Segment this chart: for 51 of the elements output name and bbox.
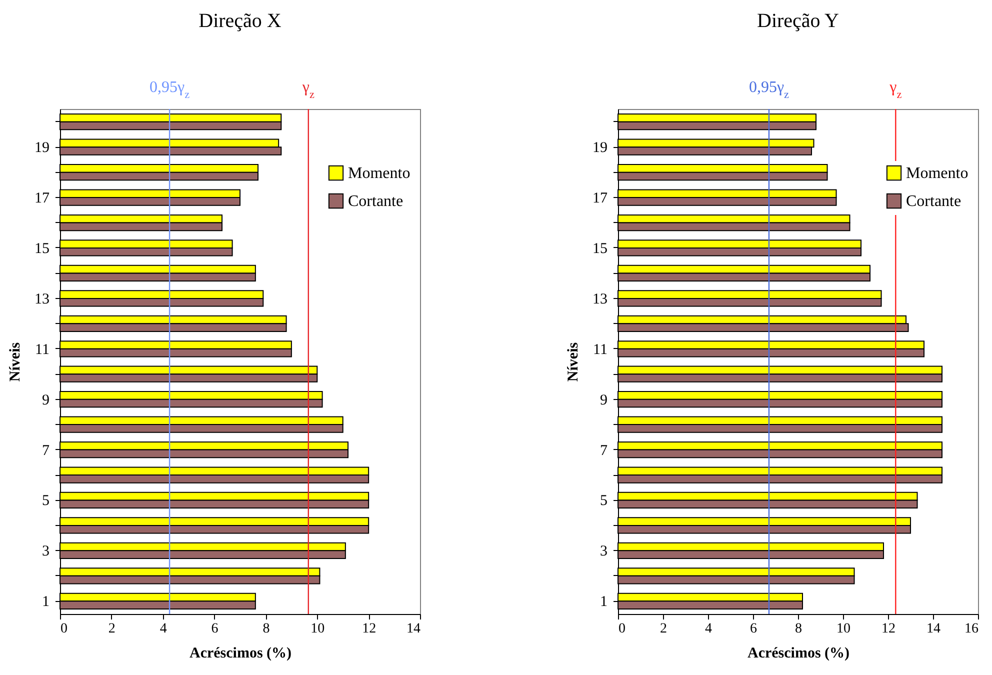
- x-tick-label: 6: [211, 622, 218, 636]
- x-axis-title: Acréscimos (%): [747, 646, 850, 662]
- y-axis-title: Níveis: [8, 342, 24, 382]
- x-tick-label: 2: [108, 622, 116, 636]
- y-tick-label: 9: [600, 392, 608, 408]
- x-axis-title: Acréscimos (%): [189, 646, 292, 662]
- y-axis-title: Níveis: [566, 342, 582, 382]
- y-tick-label: 19: [34, 140, 50, 156]
- x-tick-label: 6: [750, 622, 757, 636]
- x-tick-label: 0: [60, 622, 68, 636]
- x-tick-label: 4: [705, 622, 712, 636]
- y-tick-label: 7: [600, 442, 608, 459]
- y-tick-label: 3: [600, 544, 608, 560]
- x-tick-label: 10: [310, 622, 325, 636]
- x-tick-label: 10: [836, 622, 850, 636]
- y-tick-label: 13: [34, 291, 50, 308]
- chart-title: Direção Y: [757, 10, 839, 32]
- chart-title: Direção X: [198, 10, 282, 32]
- y-tick-label: 13: [592, 291, 608, 308]
- x-tick-label: 16: [964, 622, 978, 636]
- ref-line-label: γ$_{z}$: [301, 79, 314, 101]
- y-tick-label: 17: [592, 190, 608, 207]
- ref-line-label: γ$_{z}$: [888, 79, 902, 101]
- y-tick-label: 15: [592, 240, 608, 257]
- x-tick-label: 12: [882, 622, 896, 636]
- y-tick-label: 3: [42, 544, 50, 560]
- y-tick-label: 15: [34, 240, 50, 257]
- y-tick-label: 5: [42, 493, 50, 510]
- y-tick-label: 7: [42, 442, 50, 459]
- x-tick-label: 4: [160, 622, 167, 636]
- y-tick-label: 1: [42, 594, 50, 610]
- x-tick-label: 8: [795, 622, 802, 636]
- y-tick-label: 11: [35, 342, 50, 358]
- ref-line-label: 0,95γ$_{z}$: [150, 79, 190, 101]
- legend-label: Cortante: [348, 193, 404, 210]
- legend-label: Cortante: [906, 193, 962, 210]
- x-tick-label: 0: [618, 622, 626, 636]
- ref-line-label: 0,95γ$_{z}$: [748, 79, 790, 101]
- legend-label: Momento: [348, 165, 410, 182]
- y-tick-label: 9: [42, 392, 50, 408]
- x-tick-label: 2: [660, 622, 667, 636]
- y-tick-label: 17: [34, 190, 50, 207]
- x-tick-label: 14: [926, 622, 940, 636]
- y-tick-label: 5: [600, 493, 608, 510]
- x-tick-label: 8: [262, 622, 270, 636]
- legend-label: Momento: [906, 165, 968, 182]
- y-tick-label: 11: [593, 342, 608, 358]
- y-tick-label: 1: [600, 594, 608, 610]
- x-tick-label: 12: [362, 622, 376, 636]
- x-tick-label: 14: [406, 622, 420, 636]
- y-tick-label: 19: [592, 140, 608, 156]
